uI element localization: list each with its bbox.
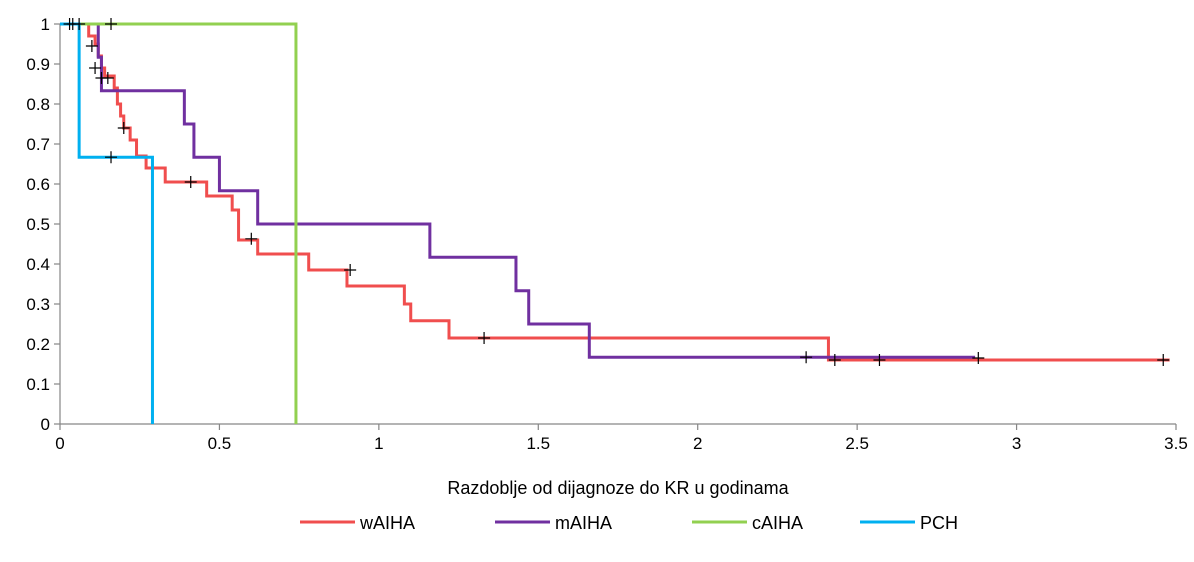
series-layer	[60, 22, 1170, 424]
censor-mark-waiha	[972, 352, 985, 364]
x-tick-label: 1.5	[526, 434, 550, 453]
y-tick-label: 0.4	[26, 255, 50, 274]
censor-mark-caiha	[105, 18, 118, 30]
legend: wAIHA mAIHA cAIHA PCH	[300, 513, 958, 533]
censor-mark-waiha	[1157, 354, 1170, 366]
y-tick-label: 1	[41, 15, 50, 34]
censor-mark-pch	[105, 151, 118, 164]
censor-mark-waiha	[85, 40, 98, 52]
x-tick-label: 3	[1012, 434, 1021, 453]
y-tick-label: 0	[41, 415, 50, 434]
x-tick-label: 2	[693, 434, 702, 453]
legend-label-maiha: mAIHA	[555, 513, 612, 533]
legend-label-pch: PCH	[920, 513, 958, 533]
y-tick-label: 0.1	[26, 375, 50, 394]
x-tick-label: 0.5	[208, 434, 232, 453]
legend-label-waiha: wAIHA	[359, 513, 415, 533]
y-tick-label: 0.2	[26, 335, 50, 354]
series-line-caiha	[60, 22, 298, 424]
y-tick-label: 0.6	[26, 175, 50, 194]
censor-mark-caiha	[73, 18, 86, 30]
censor-mark-maiha	[800, 351, 813, 364]
censor-mark-waiha	[184, 176, 197, 188]
censor-mark-waiha	[89, 62, 102, 74]
censor-marks	[63, 18, 1170, 366]
x-axis-title: Razdoblje od dijagnoze do KR u godinama	[447, 478, 789, 498]
y-tick-label: 0.9	[26, 55, 50, 74]
censor-mark-waiha	[344, 264, 357, 276]
y-ticks: 0 0.1 0.2 0.3 0.4 0.5 0.6 0.7 0.8 0.9 1	[26, 15, 60, 434]
x-tick-label: 0	[55, 434, 64, 453]
series-line-pch	[60, 22, 154, 424]
censor-mark-waiha	[117, 122, 130, 134]
series-line-maiha	[60, 22, 976, 359]
y-tick-label: 0.8	[26, 95, 50, 114]
censor-mark-waiha	[828, 354, 841, 366]
y-tick-label: 0.3	[26, 295, 50, 314]
x-ticks: 0 0.5 1 1.5 2 2.5 3 3.5	[55, 424, 1188, 453]
x-tick-label: 3.5	[1164, 434, 1188, 453]
censor-mark-waiha	[873, 354, 886, 366]
censor-mark-waiha	[101, 72, 114, 84]
x-tick-label: 1	[374, 434, 383, 453]
censor-mark-waiha	[478, 332, 491, 344]
axes: 0 0.5 1 1.5 2 2.5 3 3.5 00.10.20.30.40.50.60.70…	[26, 15, 1187, 453]
legend-label-caiha: cAIHA	[752, 513, 803, 533]
y-tick-label: 0.7	[26, 135, 50, 154]
x-tick-label: 2.5	[845, 434, 869, 453]
censor-mark-waiha	[245, 232, 258, 245]
y-tick-label: 0.5	[26, 215, 50, 234]
